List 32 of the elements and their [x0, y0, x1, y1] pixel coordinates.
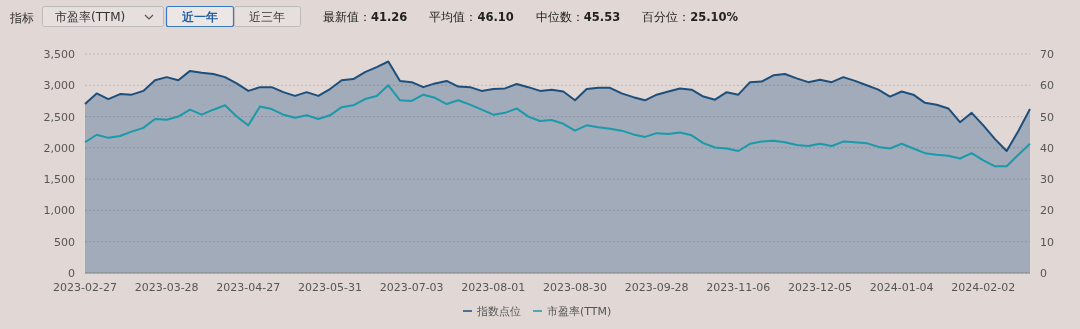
y2-tick-label: 60 [1040, 79, 1054, 93]
y2-tick-label: 40 [1040, 141, 1054, 155]
y2-tick-label: 0 [1040, 267, 1047, 280]
legend-label: 市盈率(TTM) [547, 305, 612, 318]
x-tick-label: 2023-07-03 [379, 281, 444, 294]
x-tick-label: 2023-03-28 [134, 281, 199, 294]
y-tick-label: 1,000 [43, 204, 75, 218]
y2-tick-label: 70 [1040, 48, 1054, 61]
x-tick-label: 2023-11-06 [706, 281, 771, 294]
y2-tick-label: 10 [1040, 235, 1054, 249]
x-tick-label: 2023-05-31 [298, 281, 362, 294]
line-series [84, 84, 1031, 168]
legend-label: 指数点位 [476, 305, 521, 318]
y-tick-label: 2,000 [43, 141, 75, 155]
x-tick-label: 2023-04-27 [216, 281, 281, 294]
y-tick-label: 500 [54, 235, 75, 249]
x-tick-label: 2023-02-27 [53, 281, 117, 294]
header: 指标 市盈率(TTM) 近一年 近三年 最新值：41.26 平均值：46.10 中位数：45.53 百分位：25.10% [10, 5, 739, 28]
x-tick-label: 2023-08-30 [543, 281, 607, 294]
y-tick-label: 3,500 [43, 48, 75, 61]
y-tick-label: 3,000 [43, 79, 75, 93]
y-tick-label: 0 [68, 267, 75, 280]
x-tick-label: 2023-12-05 [788, 281, 852, 294]
y-tick-label: 2,500 [43, 110, 75, 124]
y2-tick-label: 50 [1040, 110, 1054, 124]
y-tick-label: 1,500 [43, 173, 75, 187]
x-tick-label: 2024-01-04 [869, 281, 934, 294]
x-tick-label: 2023-09-28 [624, 281, 689, 294]
y2-tick-label: 30 [1040, 173, 1054, 187]
x-tick-label: 2023-08-01 [461, 281, 526, 294]
y2-tick-label: 20 [1040, 204, 1054, 218]
x-tick-label: 2024-02-02 [951, 281, 1016, 294]
